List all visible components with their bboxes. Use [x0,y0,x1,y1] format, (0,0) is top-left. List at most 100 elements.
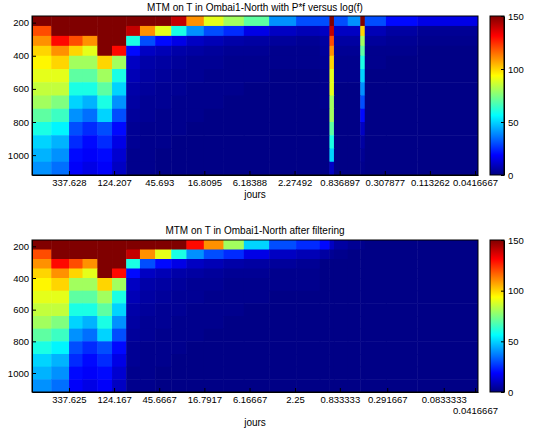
cell [171,259,187,269]
cell [171,269,187,279]
cell [320,16,330,26]
cell [126,269,140,279]
cell [365,379,387,392]
cell [320,69,330,83]
cell [360,36,365,46]
cell [329,26,334,36]
cell [204,122,224,136]
cell [112,46,127,56]
cell [386,269,418,279]
cell [329,250,334,260]
cell [112,109,127,123]
cell [32,329,52,342]
cell [97,278,112,291]
cell [269,354,296,367]
cell [360,46,365,56]
cell [365,259,387,269]
cell [417,240,478,250]
cell [329,240,334,250]
x-tick-mark [249,171,250,175]
x-tick: 337.625 [52,388,86,405]
x-axis-title: jours [243,189,266,200]
cell [296,316,320,329]
cell [112,16,127,26]
cell [204,135,224,149]
cell [140,341,156,354]
cell [296,303,320,316]
x-tick-label: 6.18388 [233,177,267,188]
cell [69,82,83,96]
cell [155,122,172,136]
cell [365,82,387,96]
cell [51,250,69,260]
cell [296,56,320,70]
x-tick: 0.833333 [321,388,361,405]
x-tick: 0.291667 [368,388,408,405]
x-tick-mark [250,388,251,392]
cell [69,379,83,392]
colorbar [490,16,504,175]
cell [417,329,478,342]
cell [296,16,320,26]
colorbar-tick-mark [501,291,504,292]
cell [365,26,387,36]
cell [97,26,112,36]
y-tick: 200 [13,241,36,252]
x-tick-mark [295,171,296,175]
cell [186,329,204,342]
cell [97,149,112,163]
cell [204,354,224,367]
cell [140,109,156,123]
cell [269,278,296,291]
cell [69,135,83,149]
cell [112,240,127,250]
x-tick-label: 124.167 [97,394,131,405]
cell [126,316,140,329]
cell [186,149,204,163]
cell [348,109,361,123]
cell [269,303,296,316]
cell [69,367,83,380]
colorbar-tick: 100 [501,285,524,296]
cell [386,278,418,291]
y-tick-mark [32,373,36,374]
cell [32,291,52,304]
cell [155,250,172,260]
cell [171,69,187,83]
cell [126,278,140,291]
axis-line [504,241,505,393]
y-tick-label: 200 [13,17,29,28]
cell [140,69,156,83]
cell [320,303,330,316]
cell [140,354,156,367]
cell [320,162,330,175]
cell [32,162,52,175]
cell [51,162,69,175]
cell [386,56,418,70]
cell [32,16,52,26]
cell [112,149,127,163]
cell [186,26,204,36]
cell [186,16,204,26]
cell [83,329,98,342]
cell [126,259,140,269]
y-tick: 400 [13,50,36,61]
cell [365,56,387,70]
x-tick-label: 0.836897 [320,177,360,188]
cell [140,135,156,149]
x-tick-label: 2.25 [286,394,305,405]
cell [204,96,224,110]
cell [417,291,478,304]
x-tick-label: 337.625 [52,394,86,405]
cell [223,36,244,46]
cells [32,240,478,392]
y-tick-label: 1000 [8,368,29,379]
cell [348,46,361,56]
colorbar-tick: 50 [501,117,519,128]
cell [334,162,348,175]
cell [112,26,127,36]
cell [126,26,140,36]
cell [69,316,83,329]
cell [204,250,224,260]
cell [244,109,270,123]
